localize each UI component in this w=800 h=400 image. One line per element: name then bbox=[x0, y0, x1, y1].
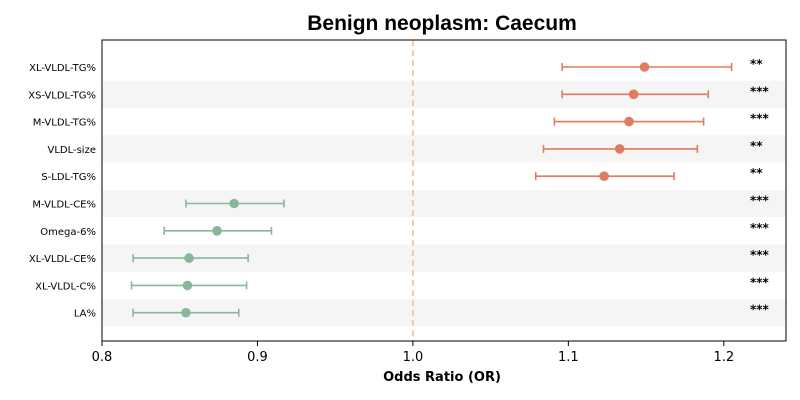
category-label: M-VLDL-CE% bbox=[32, 200, 96, 211]
odds-ratio-point bbox=[212, 226, 222, 236]
significance-label: *** bbox=[750, 112, 770, 126]
significance-label: *** bbox=[750, 303, 770, 317]
category-label: XL-VLDL-TG% bbox=[29, 63, 96, 74]
category-label: XL-VLDL-CE% bbox=[29, 254, 96, 265]
plot-axes bbox=[101, 39, 787, 342]
odds-ratio-point bbox=[639, 62, 650, 72]
category-label: LA% bbox=[74, 309, 96, 320]
odds-ratio-point bbox=[628, 89, 639, 100]
odds-ratio-point bbox=[181, 307, 191, 318]
significance-label: *** bbox=[750, 275, 770, 289]
odds-ratio-point bbox=[184, 253, 194, 263]
odds-ratio-point bbox=[229, 198, 239, 209]
odds-ratio-point bbox=[182, 280, 193, 291]
significance-label: *** bbox=[750, 248, 770, 262]
category-label: S-LDL-TG% bbox=[41, 172, 96, 183]
x-axis-label: Odds Ratio (OR) bbox=[383, 370, 501, 385]
odds-ratio-point bbox=[624, 116, 634, 127]
x-tick-label: 0.9 bbox=[247, 350, 268, 365]
chart-title: Benign neoplasm: Caecum bbox=[307, 12, 577, 35]
x-tick-label: 1.0 bbox=[403, 350, 424, 365]
category-label: M-VLDL-TG% bbox=[33, 118, 96, 129]
odds-ratio-point bbox=[614, 144, 625, 154]
plot-frame bbox=[101, 39, 787, 342]
x-tick-labels: 0.8 0.9 1.0 1.1 1.2 bbox=[92, 341, 734, 365]
category-label: XL-VLDL-C% bbox=[35, 281, 96, 292]
point-estimates bbox=[181, 62, 650, 318]
significance-label: *** bbox=[750, 194, 770, 208]
significance-label: *** bbox=[750, 84, 770, 98]
significance-label: ** bbox=[750, 57, 763, 71]
category-label: Omega-6% bbox=[40, 227, 96, 238]
x-tick-label: 0.8 bbox=[92, 350, 113, 365]
category-label: VLDL-size bbox=[47, 145, 96, 156]
category-label: XS-VLDL-TG% bbox=[28, 90, 96, 101]
significance-label: ** bbox=[750, 166, 763, 180]
x-tick-label: 1.2 bbox=[713, 350, 734, 365]
category-labels: XL-VLDL-TG% XS-VLDL-TG% M-VLDL-TG% VLDL-siz… bbox=[28, 63, 96, 320]
x-tick-label: 1.1 bbox=[558, 350, 579, 365]
significance-label: ** bbox=[750, 139, 763, 153]
odds-ratio-point bbox=[599, 171, 609, 181]
significance-label: *** bbox=[750, 221, 770, 235]
significance-labels: *************************** bbox=[750, 57, 770, 317]
